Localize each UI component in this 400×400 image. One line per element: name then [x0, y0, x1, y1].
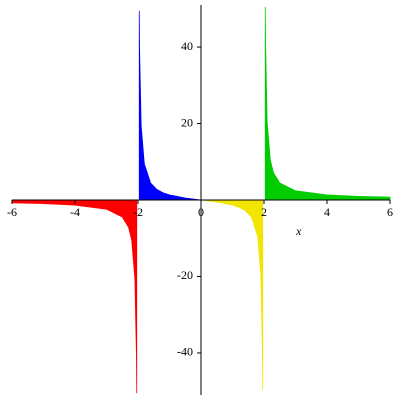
x-tick-label: 0 — [198, 205, 204, 219]
area — [264, 6, 391, 201]
y-tick-label: 20 — [181, 115, 193, 129]
x-tick-label: -2 — [133, 205, 143, 219]
area — [200, 199, 264, 390]
x-axis-label: x — [295, 224, 302, 238]
x-tick-label: 6 — [387, 205, 393, 219]
x-tick-label: 2 — [261, 205, 267, 219]
area — [11, 199, 138, 394]
x-tick-label: 4 — [324, 205, 330, 219]
y-tick-label: 40 — [181, 39, 193, 53]
x-tick-label: -6 — [7, 205, 17, 219]
x-tick-label: -4 — [70, 205, 80, 219]
y-tick-label: -40 — [177, 345, 193, 359]
y-tick-label: -20 — [177, 268, 193, 282]
